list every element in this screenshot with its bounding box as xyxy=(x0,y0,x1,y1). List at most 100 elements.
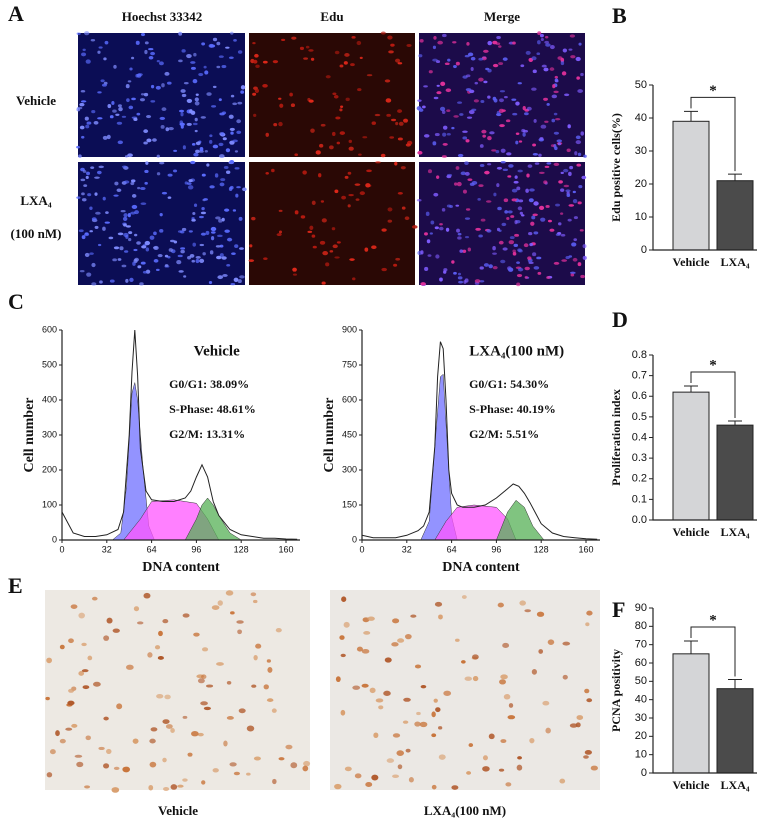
cell xyxy=(217,600,223,606)
cell xyxy=(183,82,189,85)
cell xyxy=(234,167,240,170)
cell xyxy=(122,766,131,773)
cell xyxy=(491,149,497,152)
cell xyxy=(466,42,470,46)
cell xyxy=(139,282,144,286)
x-tick-label: 32 xyxy=(402,544,412,554)
cell xyxy=(553,261,560,265)
cell xyxy=(435,707,441,713)
cell xyxy=(176,259,182,265)
cell xyxy=(178,109,185,113)
cell xyxy=(135,73,139,78)
cell xyxy=(507,210,513,214)
cell xyxy=(195,141,201,146)
cell xyxy=(212,144,219,149)
image-background xyxy=(78,162,245,285)
cell xyxy=(80,100,87,103)
cell xyxy=(495,150,500,154)
cell xyxy=(459,249,464,253)
cell xyxy=(192,211,196,216)
cell xyxy=(568,171,572,177)
cell xyxy=(93,681,101,687)
cell xyxy=(225,170,231,174)
cell xyxy=(189,109,193,114)
cell xyxy=(76,196,81,199)
cell xyxy=(203,65,207,69)
cell xyxy=(447,58,451,62)
cell xyxy=(467,178,473,182)
cell xyxy=(216,662,224,666)
panel-label: F xyxy=(612,597,625,622)
cell xyxy=(319,143,324,148)
cell xyxy=(424,232,428,236)
cell xyxy=(397,764,403,770)
cell xyxy=(237,279,242,284)
cell xyxy=(562,48,568,53)
cell xyxy=(397,62,403,65)
cell xyxy=(345,97,350,102)
cell xyxy=(419,38,424,43)
cell xyxy=(124,155,129,158)
cell xyxy=(359,56,363,60)
cell xyxy=(517,82,522,85)
cell xyxy=(435,60,441,64)
cell xyxy=(208,281,213,285)
cell xyxy=(439,223,443,226)
cell xyxy=(576,715,584,721)
cell xyxy=(522,129,529,133)
cell xyxy=(84,232,89,235)
cell xyxy=(468,743,474,748)
cell xyxy=(336,241,341,244)
cell xyxy=(321,281,326,285)
cell xyxy=(388,50,394,54)
cell xyxy=(514,220,518,225)
histogram-line xyxy=(61,329,298,540)
cell xyxy=(512,41,516,45)
y-tick-label: 0.6 xyxy=(632,390,647,402)
cell xyxy=(150,51,156,56)
cell xyxy=(78,229,84,233)
cell xyxy=(223,166,229,169)
cell xyxy=(543,97,548,101)
cell xyxy=(359,191,366,196)
cell xyxy=(457,101,463,104)
cell xyxy=(508,164,514,168)
cell xyxy=(430,220,435,225)
cell xyxy=(163,787,170,792)
cell xyxy=(341,596,347,602)
cell xyxy=(533,266,540,270)
cell xyxy=(133,117,138,122)
cell xyxy=(126,664,134,670)
panel-label: B xyxy=(612,3,627,28)
cell xyxy=(500,161,506,164)
cell xyxy=(479,164,485,168)
cell xyxy=(235,193,239,198)
cell xyxy=(499,679,506,685)
cell xyxy=(148,47,154,51)
cell xyxy=(253,654,258,661)
cell xyxy=(182,145,186,150)
cell xyxy=(367,616,375,621)
cell xyxy=(91,110,96,114)
x-axis-label: DNA content xyxy=(442,560,520,575)
cell xyxy=(156,172,161,176)
cell xyxy=(164,694,171,700)
cell xyxy=(513,243,519,248)
cell xyxy=(460,660,466,664)
error-bar xyxy=(684,640,698,654)
cell xyxy=(125,225,131,228)
annotation: S-Phase: 40.19% xyxy=(469,402,556,416)
cell xyxy=(240,90,245,94)
cell xyxy=(544,120,549,123)
cell xyxy=(580,131,585,136)
cell xyxy=(462,189,467,194)
y-tick-label: 70 xyxy=(635,639,647,651)
cell xyxy=(81,198,87,202)
cell xyxy=(219,253,224,258)
panel-label: C xyxy=(8,289,24,314)
cell xyxy=(578,42,582,46)
cell xyxy=(123,223,127,227)
cell xyxy=(397,137,403,141)
cell xyxy=(182,715,188,719)
cell xyxy=(457,232,462,236)
